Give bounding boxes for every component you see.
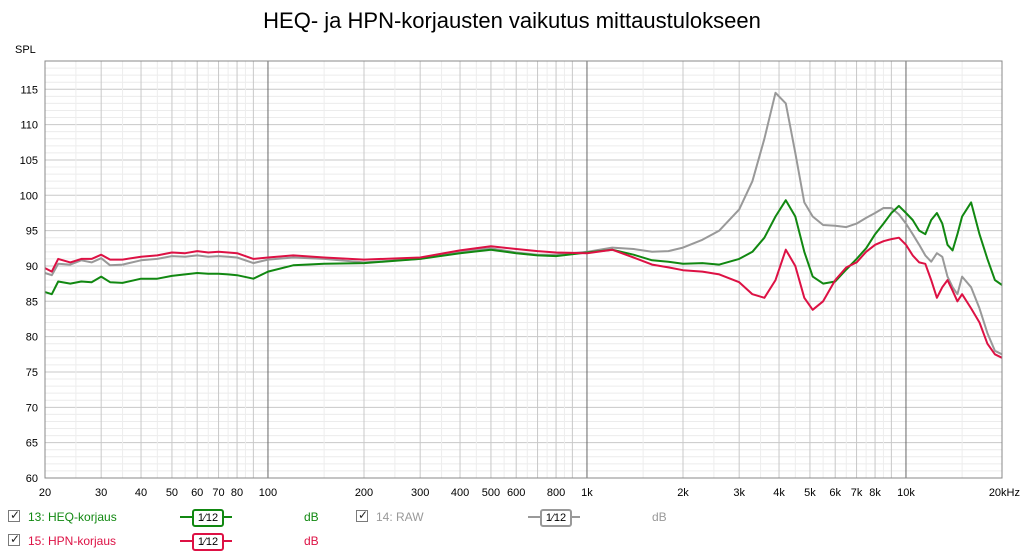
heq-smoothing-button[interactable]: 1⁄12 xyxy=(180,508,232,527)
x-tick-label: 6k xyxy=(829,487,841,499)
hpn-checkbox[interactable]: ✓ xyxy=(8,532,21,546)
x-tick-label: 5k xyxy=(804,487,816,499)
legend-row-2: ✓ 15: HPN-korjaus 1⁄12 dB xyxy=(8,532,1008,552)
x-tick-label: 100 xyxy=(259,487,277,499)
checkmark-icon: ✓ xyxy=(10,508,21,522)
y-axis-label: SPL xyxy=(15,44,36,56)
y-tick-label: 100 xyxy=(20,190,38,202)
hpn-smoothing-value: 1⁄12 xyxy=(192,533,224,551)
x-tick-label: 500 xyxy=(482,487,500,499)
x-tick-label: 400 xyxy=(451,487,469,499)
hpn-unit: dB xyxy=(304,534,319,548)
raw-unit: dB xyxy=(652,510,667,524)
series-line-hpn-korjaus xyxy=(44,236,1003,359)
heq-unit: dB xyxy=(304,510,319,524)
y-tick-label: 110 xyxy=(20,120,38,132)
y-tick-label: 60 xyxy=(26,473,38,485)
x-tick-label: 3k xyxy=(733,487,745,499)
x-tick-label: 200 xyxy=(355,487,373,499)
raw-checkbox[interactable]: ✓ xyxy=(356,508,369,522)
checkmark-icon: ✓ xyxy=(358,508,369,522)
x-tick-label: 2k xyxy=(677,487,689,499)
x-tick-label: 30 xyxy=(95,487,107,499)
heq-series-label: 13: HEQ-korjaus xyxy=(28,510,117,524)
y-tick-label: 70 xyxy=(26,402,38,414)
x-tick-label: 80 xyxy=(231,487,243,499)
y-tick-label: 65 xyxy=(26,438,38,450)
y-tick-label: 85 xyxy=(26,296,38,308)
hpn-smoothing-button[interactable]: 1⁄12 xyxy=(180,532,232,551)
x-tick-label: 600 xyxy=(507,487,525,499)
x-tick-label: 40 xyxy=(135,487,147,499)
heq-checkbox[interactable]: ✓ xyxy=(8,508,21,522)
raw-smoothing-button[interactable]: 1⁄12 xyxy=(528,508,580,527)
x-tick-label: 60 xyxy=(191,487,203,499)
checkmark-icon: ✓ xyxy=(10,532,21,546)
x-tick-label: 8k xyxy=(869,487,881,499)
frequency-response-plot: SPL 20 30 40 50 60 70 80 100 200 300 400 500 600 800 1… xyxy=(15,44,1020,499)
series-line-raw xyxy=(44,91,1003,356)
y-tick-label: 90 xyxy=(26,261,38,273)
raw-smoothing-value: 1⁄12 xyxy=(540,509,572,527)
y-tick-label: 95 xyxy=(26,226,38,238)
x-tick-label: 800 xyxy=(547,487,565,499)
y-tick-label: 80 xyxy=(26,332,38,344)
grid xyxy=(44,60,1003,479)
x-tick-label: 50 xyxy=(166,487,178,499)
x-tick-label: 10k xyxy=(897,487,915,499)
y-tick-label: 75 xyxy=(26,367,38,379)
x-tick-label: 300 xyxy=(411,487,429,499)
chart-title: HEQ- ja HPN-korjausten vaikutus mittaust… xyxy=(263,8,761,33)
x-tick-label: 4k xyxy=(773,487,785,499)
legend-row-1: ✓ 13: HEQ-korjaus 1⁄12 dB ✓ 14: RAW 1⁄12… xyxy=(8,508,1008,528)
tick-labels: 20 30 40 50 60 70 80 100 200 300 400 500 600 800 1k 2k 3… xyxy=(20,84,1020,499)
hpn-series-label: 15: HPN-korjaus xyxy=(28,534,117,548)
plot-background xyxy=(45,61,1002,478)
x-tick-label: 20kHz xyxy=(989,487,1020,499)
series-line-heq-korjaus xyxy=(44,199,1003,296)
y-tick-label: 105 xyxy=(20,155,38,167)
x-tick-label: 1k xyxy=(581,487,593,499)
x-tick-label: 20 xyxy=(39,487,51,499)
y-tick-label: 115 xyxy=(20,84,38,96)
raw-series-label: 14: RAW xyxy=(376,510,424,524)
x-tick-label: 70 xyxy=(212,487,224,499)
x-tick-label: 7k xyxy=(851,487,863,499)
heq-smoothing-value: 1⁄12 xyxy=(192,509,224,527)
plot-frame xyxy=(44,60,1003,479)
series-layer xyxy=(44,91,1003,359)
